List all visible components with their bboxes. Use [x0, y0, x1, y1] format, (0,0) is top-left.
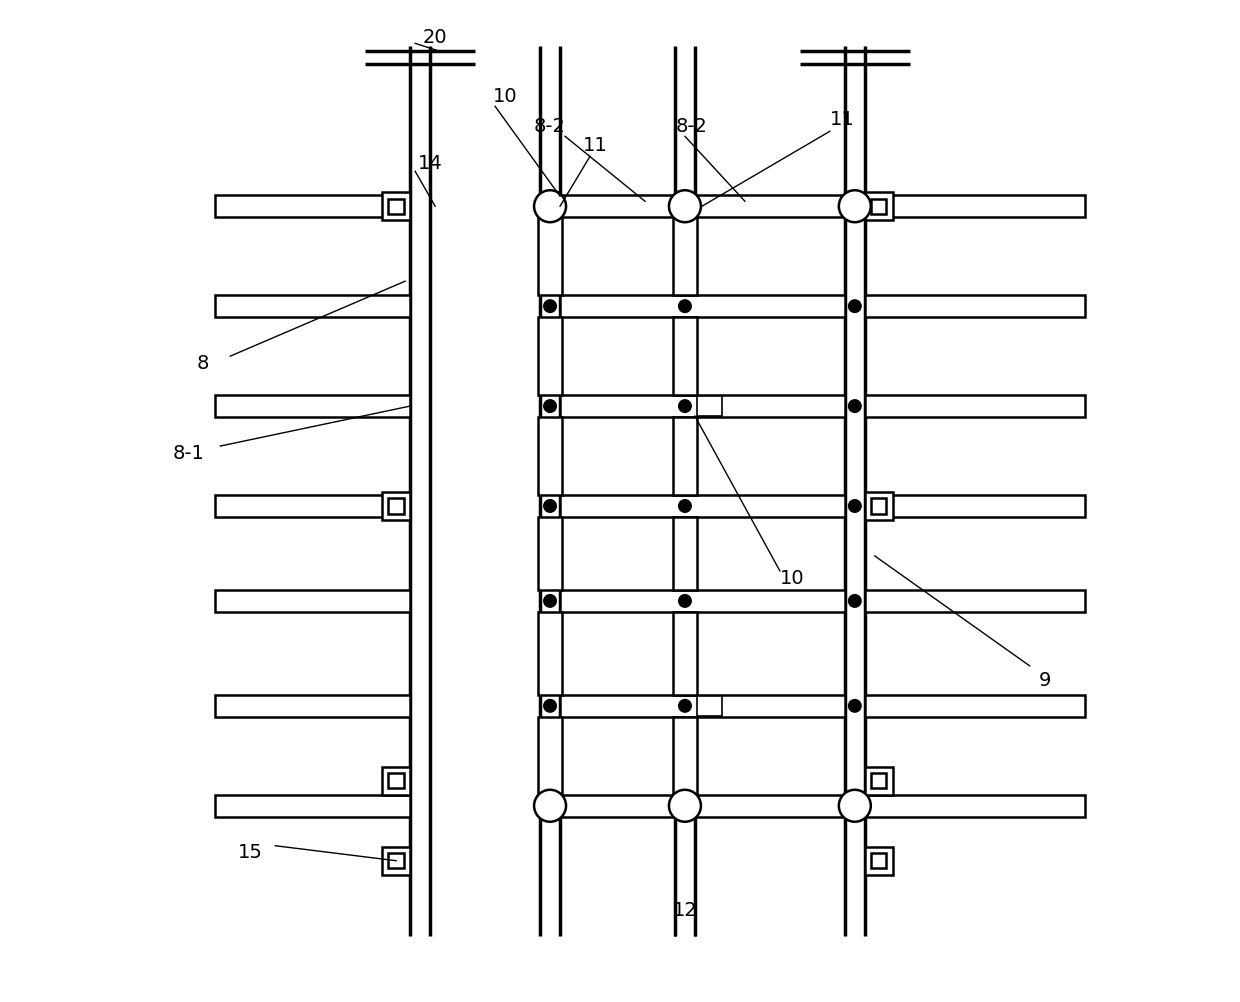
Circle shape: [848, 300, 862, 314]
Text: 8-1: 8-1: [172, 444, 205, 463]
Bar: [538, 217, 562, 296]
Circle shape: [848, 594, 862, 608]
Bar: [872, 853, 887, 869]
Bar: [673, 517, 697, 590]
Text: 8-2: 8-2: [676, 117, 708, 136]
Text: 8-2: 8-2: [534, 117, 565, 136]
Bar: [388, 853, 404, 869]
Circle shape: [668, 190, 701, 222]
Bar: [560, 795, 844, 817]
Bar: [538, 417, 562, 495]
Circle shape: [848, 399, 862, 413]
Bar: [216, 495, 410, 517]
Bar: [673, 417, 697, 495]
Text: 10: 10: [492, 87, 517, 106]
Bar: [872, 498, 887, 514]
Circle shape: [543, 300, 557, 314]
Text: 20: 20: [423, 28, 448, 47]
Bar: [538, 517, 562, 590]
Bar: [864, 847, 893, 875]
Bar: [382, 767, 410, 795]
Circle shape: [838, 190, 870, 222]
Bar: [216, 195, 410, 217]
Text: 15: 15: [238, 844, 263, 863]
Bar: [864, 192, 893, 220]
Bar: [673, 318, 697, 395]
Bar: [388, 198, 404, 213]
Circle shape: [678, 698, 692, 712]
Circle shape: [678, 594, 692, 608]
Bar: [538, 318, 562, 395]
Bar: [872, 774, 887, 789]
Text: 11: 11: [583, 136, 608, 154]
Circle shape: [543, 698, 557, 712]
Bar: [382, 847, 410, 875]
Bar: [382, 492, 410, 520]
Bar: [864, 495, 1085, 517]
Circle shape: [848, 499, 862, 513]
Bar: [864, 296, 1085, 318]
Text: 12: 12: [672, 901, 697, 920]
Bar: [388, 498, 404, 514]
Circle shape: [848, 698, 862, 712]
Bar: [216, 590, 410, 612]
Circle shape: [668, 790, 701, 822]
Bar: [216, 694, 410, 716]
Bar: [560, 495, 844, 517]
Bar: [388, 774, 404, 789]
Text: 9: 9: [1038, 671, 1050, 690]
Bar: [560, 395, 844, 417]
Text: 10: 10: [780, 569, 805, 588]
Circle shape: [678, 399, 692, 413]
Bar: [560, 195, 844, 217]
Bar: [216, 795, 410, 817]
Circle shape: [543, 594, 557, 608]
Bar: [864, 767, 893, 795]
Bar: [697, 396, 722, 416]
Circle shape: [678, 300, 692, 314]
Text: 8: 8: [196, 354, 208, 373]
Bar: [864, 795, 1085, 817]
Bar: [864, 694, 1085, 716]
Text: 14: 14: [418, 153, 443, 172]
Bar: [864, 590, 1085, 612]
Bar: [697, 695, 722, 715]
Bar: [560, 296, 844, 318]
Text: 11: 11: [830, 110, 854, 129]
Bar: [864, 395, 1085, 417]
Bar: [382, 192, 410, 220]
Bar: [216, 395, 410, 417]
Bar: [864, 492, 893, 520]
Bar: [560, 590, 844, 612]
Circle shape: [543, 499, 557, 513]
Bar: [872, 198, 887, 213]
Bar: [864, 195, 1085, 217]
Bar: [673, 217, 697, 296]
Bar: [560, 694, 844, 716]
Circle shape: [534, 790, 565, 822]
Circle shape: [678, 499, 692, 513]
Circle shape: [838, 790, 870, 822]
Bar: [538, 612, 562, 694]
Circle shape: [543, 399, 557, 413]
Bar: [673, 716, 697, 795]
Bar: [216, 296, 410, 318]
Bar: [673, 612, 697, 694]
Circle shape: [534, 190, 565, 222]
Bar: [538, 716, 562, 795]
